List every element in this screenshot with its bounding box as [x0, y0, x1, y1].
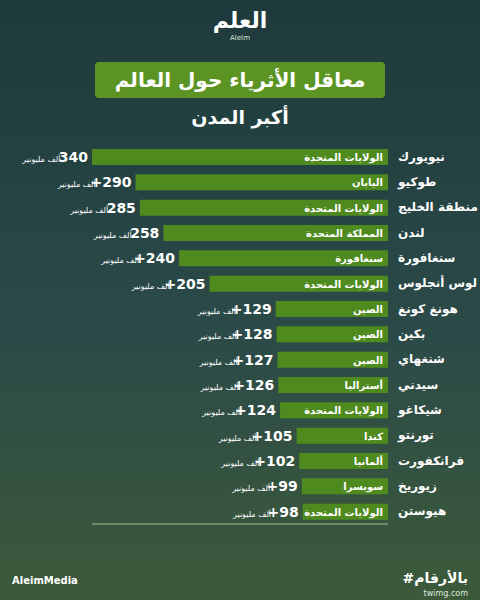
- svg-text:+124: +124: [235, 402, 276, 418]
- svg-text:+99: +99: [267, 478, 298, 494]
- svg-text:بكين: بكين: [398, 327, 425, 341]
- svg-text:ألف مليونير: ألف مليونير: [100, 255, 139, 265]
- html-text:العلم: العلم: [212, 8, 268, 33]
- svg-text:ألف مليونير: ألف مليونير: [232, 509, 271, 519]
- html-text:#بالأرقام: #بالأرقام: [402, 570, 468, 586]
- svg-text:سويسرا: سويسرا: [343, 481, 383, 493]
- svg-text:+128: +128: [232, 326, 273, 342]
- html-text:twimg.com: twimg.com: [423, 589, 468, 598]
- svg-text:الصين: الصين: [353, 304, 383, 316]
- svg-text:سنغافورة: سنغافورة: [398, 251, 455, 266]
- svg-text:هيوستن: هيوستن: [398, 504, 446, 519]
- svg-text:+102: +102: [254, 453, 295, 469]
- svg-text:تورنتو: تورنتو: [397, 428, 434, 443]
- svg-text:منطقة الخليج: منطقة الخليج: [398, 200, 478, 214]
- svg-text:فرانكفورت: فرانكفورت: [398, 454, 464, 469]
- svg-text:ألمانيا: ألمانيا: [354, 455, 383, 467]
- svg-text:ألف مليونير: ألف مليونير: [199, 382, 238, 392]
- svg-text:285: 285: [107, 200, 136, 216]
- svg-text:ألف مليونير: ألف مليونير: [218, 433, 257, 443]
- svg-text:ألف مليونير: ألف مليونير: [131, 281, 170, 291]
- svg-text:شنغهاي: شنغهاي: [398, 352, 445, 366]
- svg-text:الولايات المتحدة: الولايات المتحدة: [304, 152, 383, 164]
- html-text:AleIm: AleIm: [230, 34, 250, 42]
- svg-text:ألف مليونير: ألف مليونير: [197, 306, 236, 316]
- svg-text:الولايات المتحدة: الولايات المتحدة: [304, 507, 383, 519]
- svg-text:كندا: كندا: [364, 431, 383, 442]
- svg-text:+129: +129: [231, 301, 272, 317]
- svg-text:340: 340: [59, 149, 88, 165]
- html-text:أكبر المدن: أكبر المدن: [191, 106, 289, 128]
- svg-text:ألف مليونير: ألف مليونير: [93, 230, 132, 240]
- svg-text:+240: +240: [134, 250, 175, 266]
- svg-text:الولايات المتحدة: الولايات المتحدة: [304, 203, 383, 215]
- svg-text:اليابان: اليابان: [352, 177, 383, 188]
- svg-text:طوكيو: طوكيو: [397, 175, 436, 190]
- svg-text:+105: +105: [252, 428, 293, 444]
- svg-text:الولايات المتحدة: الولايات المتحدة: [304, 405, 383, 417]
- html-text:AleimMedia: AleimMedia: [12, 575, 78, 586]
- svg-text:ألف مليونير: ألف مليونير: [199, 357, 238, 367]
- svg-text:+290: +290: [91, 174, 132, 190]
- svg-text:المملكة المتحدة: المملكة المتحدة: [306, 228, 383, 239]
- svg-text:+126: +126: [233, 377, 274, 393]
- svg-text:لوس أنجلوس: لوس أنجلوس: [398, 275, 477, 291]
- svg-text:ألف مليونير: ألف مليونير: [198, 331, 237, 341]
- svg-text:الولايات المتحدة: الولايات المتحدة: [304, 279, 383, 291]
- svg-text:ألف مليونير: ألف مليونير: [21, 154, 60, 164]
- svg-text:+98: +98: [267, 504, 298, 520]
- svg-text:+205: +205: [165, 276, 206, 292]
- svg-text:سنغافورة: سنغافورة: [335, 253, 383, 265]
- svg-text:نيويورك: نيويورك: [398, 150, 445, 165]
- html-text:معاقل الأثرياء حول العالم: معاقل الأثرياء حول العالم: [114, 68, 366, 92]
- svg-text:هونغ كونغ: هونغ كونغ: [398, 302, 458, 317]
- svg-text:ألف مليونير: ألف مليونير: [220, 458, 259, 468]
- svg-text:ألف مليونير: ألف مليونير: [231, 483, 270, 493]
- svg-text:شيكاغو: شيكاغو: [397, 403, 442, 418]
- svg-text:ألف مليونير: ألف مليونير: [57, 179, 96, 189]
- svg-text:لندن: لندن: [398, 226, 425, 240]
- svg-text:258: 258: [130, 225, 159, 241]
- svg-text:أستراليا: أستراليا: [344, 379, 383, 392]
- svg-text:ألف مليونير: ألف مليونير: [201, 407, 240, 417]
- svg-text:+127: +127: [232, 352, 273, 368]
- svg-text:الصين: الصين: [353, 329, 383, 341]
- svg-text:الصين: الصين: [353, 355, 383, 367]
- svg-text:زيوريخ: زيوريخ: [398, 479, 437, 494]
- svg-text:ألف مليونير: ألف مليونير: [69, 205, 108, 215]
- svg-text:سيدني: سيدني: [398, 378, 438, 392]
